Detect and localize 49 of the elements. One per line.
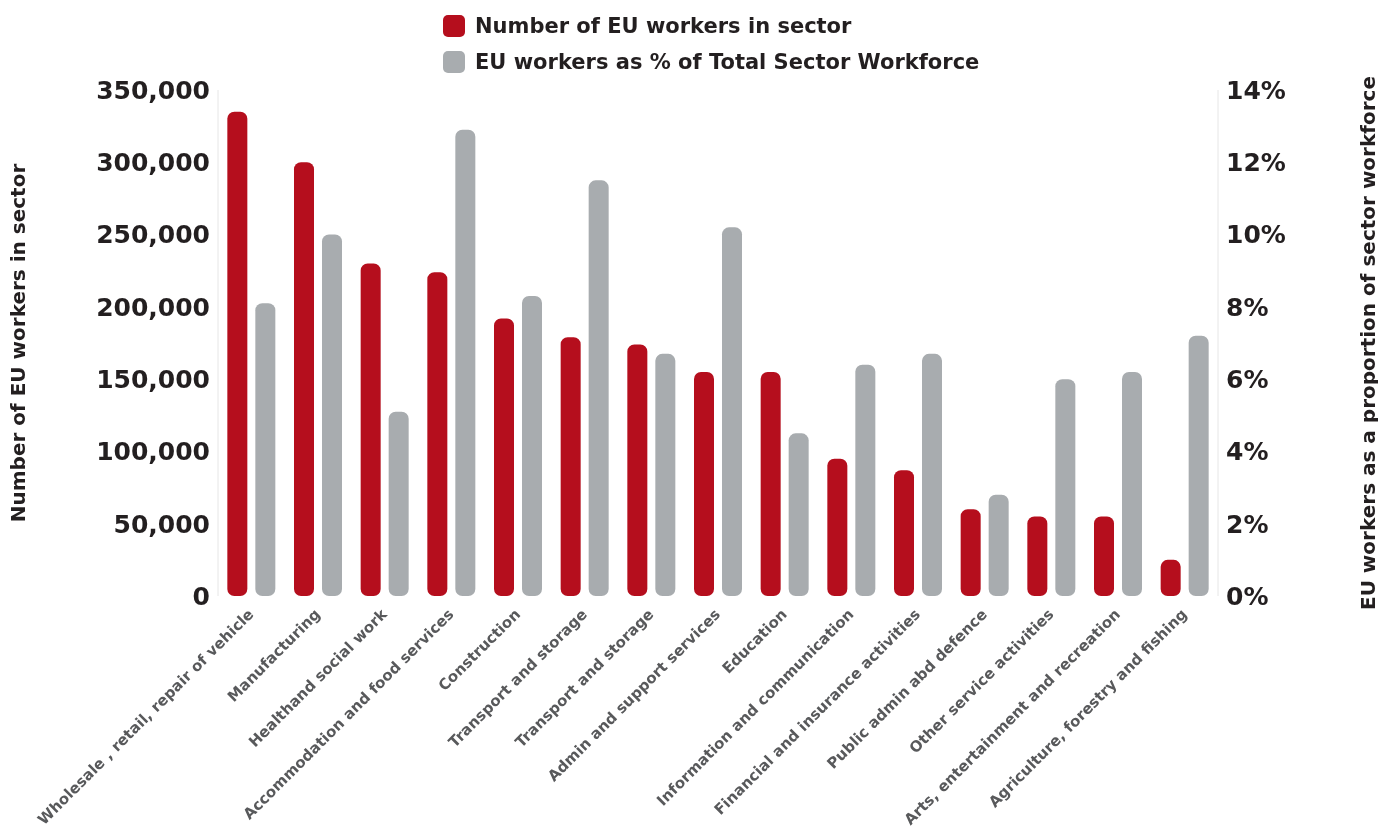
- bar: [1160, 559, 1181, 596]
- bar: [322, 234, 342, 596]
- bar: [988, 494, 1009, 596]
- bar: [494, 318, 514, 596]
- bar: [1055, 379, 1076, 596]
- bar: [455, 129, 476, 596]
- bar: [1122, 371, 1142, 596]
- y2-tick-label: 8%: [1226, 292, 1269, 322]
- bar: [1094, 516, 1114, 596]
- bar: [722, 227, 742, 596]
- bar: [827, 458, 848, 596]
- y-tick-label: 250,000: [96, 220, 210, 250]
- y2-tick-label: 2%: [1226, 509, 1269, 539]
- bar: [922, 353, 942, 596]
- bar: [1027, 516, 1048, 596]
- y-tick-label: 100,000: [96, 437, 210, 467]
- legend-label: Number of EU workers in sector: [475, 14, 852, 38]
- bar: [627, 344, 648, 596]
- y-tick-label: 150,000: [96, 365, 210, 395]
- bar: [560, 337, 581, 596]
- y-tick-label: 300,000: [96, 148, 210, 178]
- bar: [427, 272, 448, 596]
- bar: [694, 371, 714, 596]
- bar: [388, 411, 409, 596]
- y-tick-label: 50,000: [113, 509, 210, 539]
- bar: [894, 470, 914, 596]
- y2-tick-label: 12%: [1226, 148, 1286, 178]
- y2-tick-label: 0%: [1226, 581, 1269, 611]
- bar: [360, 263, 381, 596]
- bar: [522, 296, 542, 596]
- bar: [255, 303, 276, 596]
- legend-label: EU workers as % of Total Sector Workforce: [475, 50, 980, 74]
- y-tick-label: 0: [192, 581, 210, 611]
- bar: [960, 509, 981, 596]
- y2-tick-label: 4%: [1226, 437, 1269, 467]
- bar: [1188, 335, 1209, 596]
- bar: [294, 162, 314, 596]
- bar: [760, 371, 781, 596]
- bar: [855, 364, 876, 596]
- bar: [788, 433, 809, 596]
- y-axis-title: Number of EU workers in sector: [6, 163, 31, 523]
- bar: [227, 111, 248, 596]
- y-tick-label: 350,000: [96, 75, 210, 105]
- bar: [588, 180, 609, 596]
- y2-tick-label: 10%: [1226, 220, 1286, 250]
- y2-tick-label: 14%: [1226, 75, 1286, 105]
- y2-tick-label: 6%: [1226, 365, 1269, 395]
- bar: [655, 353, 676, 596]
- y-tick-label: 200,000: [96, 292, 210, 322]
